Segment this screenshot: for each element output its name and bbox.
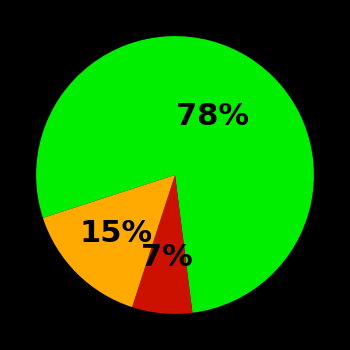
Wedge shape xyxy=(132,175,192,314)
Text: 7%: 7% xyxy=(141,244,193,272)
Text: 15%: 15% xyxy=(79,219,153,248)
Wedge shape xyxy=(43,175,175,307)
Wedge shape xyxy=(36,36,314,313)
Text: 78%: 78% xyxy=(176,102,249,131)
